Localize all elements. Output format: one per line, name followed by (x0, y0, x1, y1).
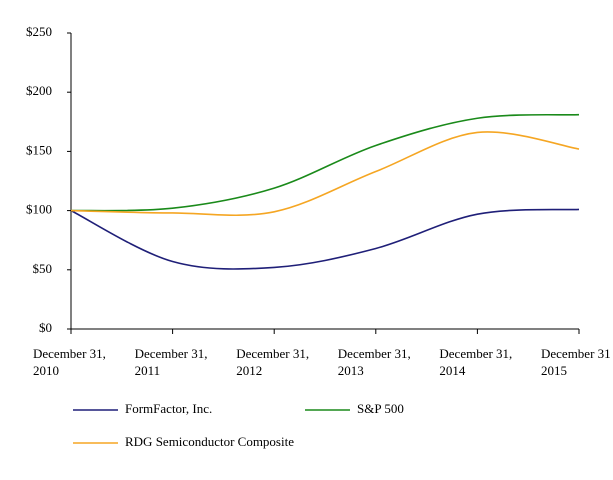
y-tick-label: $150 (26, 142, 52, 157)
x-tick-label: December 31, 2012 (236, 346, 310, 378)
legend-label: RDG Semiconductor Composite (125, 434, 294, 449)
x-tick-label: December 31 2015 (541, 346, 611, 378)
series-line (70, 113, 580, 212)
series-line (70, 208, 580, 270)
legend-label: FormFactor, Inc. (125, 401, 212, 416)
y-tick-label: $100 (26, 202, 52, 217)
x-tick-label: December 31, 2013 (337, 346, 411, 378)
x-tick-label: December 31, 2010 (33, 346, 106, 378)
y-tick-label: $0 (39, 320, 52, 335)
series-line (70, 131, 580, 217)
legend-label: S&P 500 (357, 401, 404, 416)
x-tick-label: December 31, 2014 (439, 346, 513, 378)
y-tick-label: $250 (26, 24, 52, 39)
x-tick-label: December 31, 2011 (134, 346, 208, 378)
y-tick-label: $200 (26, 83, 52, 98)
y-tick-label: $50 (33, 261, 53, 276)
